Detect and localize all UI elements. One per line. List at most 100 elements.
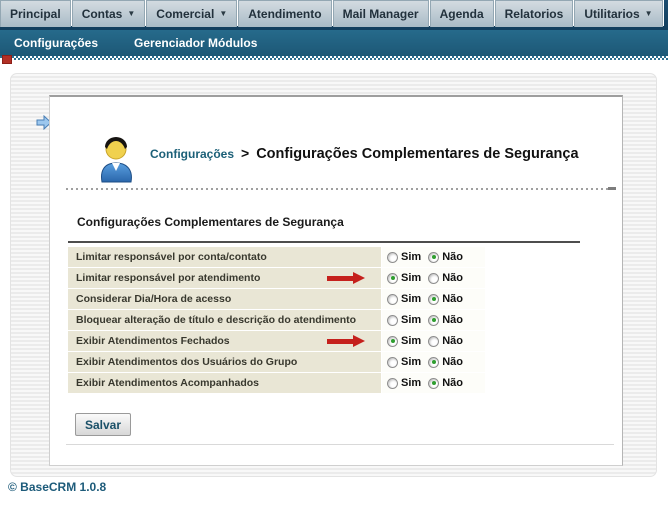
nav-tab-label: Atendimento [248, 7, 322, 21]
radio-nao-label: Não [442, 356, 463, 368]
setting-label-cell: Exibir Atendimentos Fechados [68, 331, 381, 351]
setting-label: Exibir Atendimentos Fechados [76, 335, 230, 347]
settings-row: Considerar Dia/Hora de acesso Sim Não [68, 289, 485, 309]
nav-tab-principal[interactable]: Principal [0, 0, 71, 27]
breadcrumb-separator: > [241, 145, 250, 161]
nav-tab-mail-manager[interactable]: Mail Manager [332, 0, 429, 27]
radio-nao[interactable] [428, 377, 440, 389]
radio-sim-label: Sim [401, 251, 422, 263]
radio-nao[interactable] [428, 335, 440, 347]
nav-tab-label: Mail Manager [342, 7, 419, 21]
radio-sim-label: Sim [401, 377, 422, 389]
nav-tab-agenda[interactable]: Agenda [429, 0, 494, 27]
section-title: Configurações Complementares de Seguranç… [77, 215, 344, 229]
settings-row: Exibir Atendimentos dos Usuários do Grup… [68, 352, 485, 372]
radio-dot [390, 276, 395, 280]
settings-row: Exibir Atendimentos Fechados Sim Não [68, 331, 485, 351]
radio-nao-label: Não [442, 293, 463, 305]
page-title: Configurações Complementares de Seguranç… [256, 146, 579, 162]
radio-nao-label: Não [442, 251, 463, 263]
footer-copyright: © BaseCRM 1.0.8 [8, 480, 107, 494]
pointer-arrow-icon [36, 114, 52, 131]
radio-dot [431, 381, 436, 385]
settings-row: Limitar responsável por atendimento Sim Nã… [68, 268, 485, 288]
user-icon [94, 133, 139, 183]
radio-sim-label: Sim [401, 335, 422, 347]
nav-tab-label: Comercial [156, 7, 215, 21]
main-nav: Principal Contas ▼ Comercial ▼ Atendimento Mai… [0, 0, 668, 30]
setting-radio-cell: Sim Não [382, 331, 485, 351]
red-marker [2, 55, 12, 64]
radio-sim-label: Sim [401, 272, 422, 284]
radio-sim[interactable] [387, 272, 398, 284]
radio-nao[interactable] [428, 272, 440, 284]
setting-label-cell: Exibir Atendimentos Acompanhados [68, 373, 381, 393]
radio-dot [391, 318, 395, 322]
setting-label-cell: Limitar responsável por conta/contato [68, 247, 381, 267]
red-arrow-icon [327, 272, 365, 284]
header-separator [66, 187, 616, 190]
radio-sim[interactable] [387, 293, 398, 305]
settings-table: Limitar responsável por conta/contato Sim… [68, 247, 485, 394]
subnav-item-gerenciador-modulos[interactable]: Gerenciador Módulos [134, 36, 258, 50]
content-panel: Configurações > Configurações Complement… [10, 73, 657, 477]
setting-label: Exibir Atendimentos Acompanhados [76, 377, 259, 389]
content-box: Configurações > Configurações Complement… [49, 95, 623, 466]
radio-nao[interactable] [428, 251, 440, 263]
radio-sim-label: Sim [401, 293, 422, 305]
radio-nao[interactable] [428, 356, 440, 368]
nav-tab-label: Utilitarios [584, 7, 640, 21]
nav-tab-label: Contas [81, 7, 123, 21]
setting-label-cell: Bloquear alteração de título e descrição… [68, 310, 381, 330]
nav-tab-atendimento[interactable]: Atendimento [238, 0, 332, 27]
nav-tab-utilitarios[interactable]: Utilitarios ▼ [574, 0, 663, 27]
radio-nao[interactable] [428, 293, 440, 305]
nav-tab-contas[interactable]: Contas ▼ [71, 0, 146, 27]
save-button[interactable]: Salvar [75, 413, 131, 436]
radio-dot [391, 255, 395, 259]
sub-nav: Configurações Gerenciador Módulos [0, 30, 668, 56]
setting-radio-cell: Sim Não [382, 373, 485, 393]
radio-dot [432, 339, 436, 343]
section-rule [68, 241, 580, 243]
subnav-item-configuracoes[interactable]: Configurações [14, 36, 99, 50]
nav-tab-comercial[interactable]: Comercial ▼ [146, 0, 238, 27]
nav-tab-label: Relatorios [504, 7, 564, 21]
setting-radio-cell: Sim Não [382, 310, 485, 330]
settings-row: Exibir Atendimentos Acompanhados Sim Não [68, 373, 485, 393]
settings-row: Limitar responsável por conta/contato Sim… [68, 247, 485, 267]
setting-label: Considerar Dia/Hora de acesso [76, 293, 232, 305]
setting-label: Limitar responsável por atendimento [76, 272, 261, 284]
radio-dot [431, 318, 436, 322]
chevron-down-icon: ▼ [644, 9, 653, 18]
setting-label-cell: Exibir Atendimentos dos Usuários do Grup… [68, 352, 381, 372]
radio-sim-label: Sim [401, 314, 422, 326]
radio-dot [431, 255, 436, 259]
radio-nao-label: Não [442, 335, 463, 347]
setting-label-cell: Limitar responsável por atendimento [68, 268, 381, 288]
setting-radio-cell: Sim Não [382, 289, 485, 309]
radio-dot [431, 360, 436, 364]
radio-sim[interactable] [387, 335, 398, 347]
nav-dotted-border [0, 56, 668, 60]
radio-sim[interactable] [387, 251, 398, 263]
nav-tab-configuracoes[interactable]: Configurações [663, 0, 668, 30]
chevron-down-icon: ▼ [127, 9, 136, 18]
setting-label: Exibir Atendimentos dos Usuários do Grup… [76, 356, 298, 368]
radio-nao[interactable] [428, 314, 440, 326]
nav-tab-relatorios[interactable]: Relatorios [494, 0, 574, 27]
radio-sim[interactable] [387, 356, 398, 368]
red-arrow-icon [327, 335, 365, 347]
radio-dot [390, 339, 395, 343]
setting-radio-cell: Sim Não [382, 268, 485, 288]
setting-label-cell: Considerar Dia/Hora de acesso [68, 289, 381, 309]
setting-label: Limitar responsável por conta/contato [76, 251, 267, 263]
breadcrumb-link-configuracoes[interactable]: Configurações [150, 147, 235, 161]
radio-nao-label: Não [442, 272, 463, 284]
nav-tab-label: Agenda [439, 7, 484, 21]
radio-sim-label: Sim [401, 356, 422, 368]
radio-sim[interactable] [387, 377, 398, 389]
setting-radio-cell: Sim Não [382, 247, 485, 267]
radio-sim[interactable] [387, 314, 398, 326]
